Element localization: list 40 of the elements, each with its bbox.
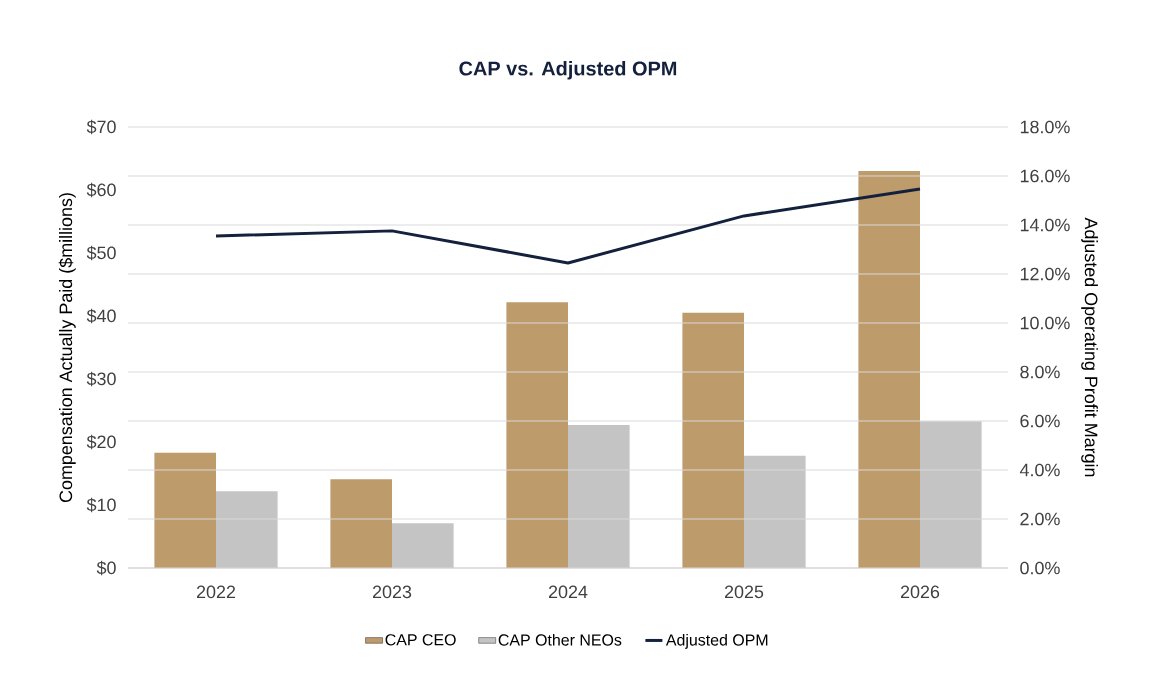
x-tick-label: 2023 <box>372 585 412 599</box>
bar <box>506 302 568 568</box>
y-tick-label: $40 <box>86 308 116 324</box>
bar <box>858 171 920 568</box>
y2-tick-label: 0.0% <box>1020 561 1060 575</box>
x-tick-label: 2022 <box>196 585 236 599</box>
y2-tick-label: 18.0% <box>1020 120 1070 134</box>
bar <box>920 421 982 568</box>
bar <box>216 491 278 568</box>
y-tick-label: $50 <box>86 245 116 261</box>
line-series <box>214 187 922 265</box>
y-tick-label: $0 <box>96 560 116 576</box>
bar <box>154 452 216 568</box>
y-tick-label: $20 <box>86 434 116 450</box>
x-tick-label: 2025 <box>724 585 764 599</box>
y-tick-label: $30 <box>86 371 116 387</box>
y2-tick-label: 2.0% <box>1020 512 1060 526</box>
y2-axis-title: Adjusted Operating Profit Margin <box>1081 217 1098 477</box>
y-axis-title: Compensation Actually Paid ($millions) <box>58 193 76 503</box>
legend-label: Adjusted OPM <box>665 633 768 649</box>
bar <box>568 424 630 568</box>
legend-label: CAP CEO <box>385 634 456 646</box>
y-tick-label: $70 <box>86 119 116 135</box>
x-tick-label: 2024 <box>548 585 588 599</box>
y-tick-label: $60 <box>86 182 116 198</box>
y2-tick-label: 10.0% <box>1020 316 1070 330</box>
bar <box>744 455 806 568</box>
bar <box>330 479 392 568</box>
y2-tick-label: 4.0% <box>1019 463 1060 477</box>
y2-tick-label: 8.0% <box>1020 365 1060 379</box>
x-tick-label: 2026 <box>900 585 940 599</box>
y2-tick-label: 12.0% <box>1020 267 1070 281</box>
y2-tick-label: 6.0% <box>1020 414 1060 428</box>
bar <box>682 312 744 568</box>
chart-title: CAP vs. Adjusted OPM <box>459 60 677 80</box>
bar <box>392 523 454 568</box>
y2-tick-label: 14.0% <box>1020 218 1070 232</box>
y2-tick-label: 16.0% <box>1020 169 1070 183</box>
y-tick-label: $10 <box>86 497 116 513</box>
legend-label: CAP Other NEOs <box>498 633 622 646</box>
